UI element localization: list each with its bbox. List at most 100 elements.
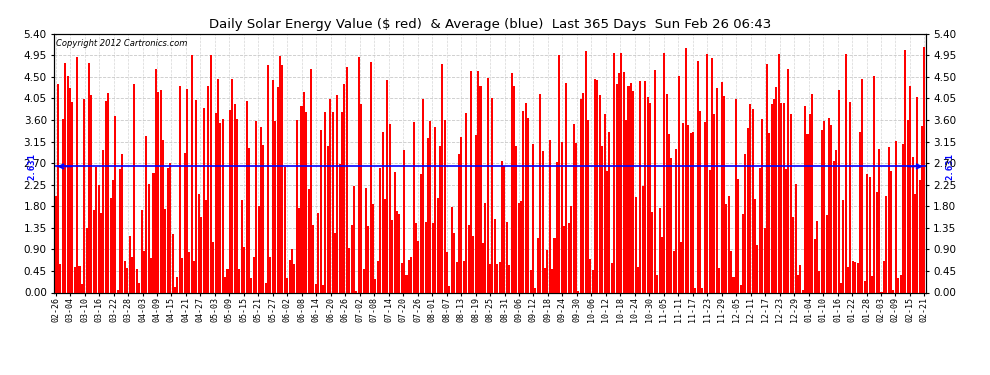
Bar	[78, 266, 80, 292]
Bar	[917, 98, 919, 292]
Bar	[909, 86, 911, 292]
Bar	[327, 146, 329, 292]
Bar	[114, 116, 117, 292]
Bar	[381, 132, 384, 292]
Bar	[687, 125, 689, 292]
Bar	[637, 267, 640, 292]
Bar	[854, 262, 856, 292]
Bar	[293, 264, 295, 292]
Text: 2.631: 2.631	[945, 153, 955, 180]
Bar	[227, 268, 229, 292]
Bar	[924, 47, 926, 292]
Bar	[179, 86, 181, 292]
Bar	[296, 120, 298, 292]
Bar	[83, 99, 85, 292]
Bar	[721, 82, 723, 292]
Bar	[81, 285, 83, 292]
Bar	[726, 204, 728, 292]
Bar	[339, 164, 341, 292]
Bar	[572, 124, 574, 292]
Bar	[558, 55, 560, 292]
Bar	[642, 186, 644, 292]
Bar	[685, 48, 687, 292]
Bar	[119, 169, 121, 292]
Bar	[246, 101, 248, 292]
Bar	[856, 264, 858, 292]
Bar	[462, 261, 465, 292]
Bar	[95, 167, 97, 292]
Bar	[241, 200, 243, 292]
Bar	[320, 130, 322, 292]
Bar	[88, 63, 90, 292]
Bar	[234, 104, 236, 292]
Bar	[164, 209, 166, 292]
Bar	[484, 203, 486, 292]
Bar	[508, 265, 510, 292]
Bar	[131, 257, 133, 292]
Bar	[851, 261, 853, 292]
Bar	[107, 93, 109, 292]
Bar	[346, 67, 347, 292]
Bar	[680, 242, 682, 292]
Bar	[658, 208, 660, 292]
Bar	[633, 91, 635, 292]
Bar	[171, 234, 173, 292]
Bar	[770, 104, 773, 292]
Bar	[73, 267, 76, 292]
Bar	[754, 199, 756, 292]
Bar	[890, 171, 892, 292]
Bar	[656, 275, 658, 292]
Bar	[842, 200, 844, 292]
Bar	[876, 192, 878, 292]
Bar	[71, 102, 73, 292]
Bar	[565, 83, 567, 292]
Bar	[150, 258, 152, 292]
Bar	[159, 90, 161, 292]
Bar	[317, 213, 319, 292]
Bar	[740, 285, 742, 292]
Bar	[809, 114, 811, 292]
Bar	[523, 111, 525, 292]
Bar	[444, 120, 446, 292]
Bar	[849, 102, 851, 292]
Bar	[494, 219, 496, 292]
Bar	[811, 94, 814, 292]
Bar	[139, 282, 141, 292]
Bar	[907, 120, 909, 292]
Bar	[775, 87, 777, 292]
Bar	[766, 64, 768, 292]
Bar	[344, 84, 346, 292]
Bar	[239, 269, 241, 292]
Bar	[742, 214, 744, 292]
Bar	[348, 248, 350, 292]
Bar	[255, 121, 257, 292]
Bar	[244, 247, 246, 292]
Bar	[272, 80, 274, 292]
Bar	[379, 168, 381, 292]
Bar	[274, 121, 276, 292]
Bar	[601, 146, 603, 292]
Bar	[589, 259, 591, 292]
Bar	[836, 150, 838, 292]
Bar	[176, 277, 178, 292]
Bar	[450, 207, 452, 292]
Bar	[730, 251, 733, 292]
Bar	[577, 291, 579, 292]
Bar	[594, 80, 596, 292]
Bar	[224, 277, 226, 292]
Bar	[195, 100, 197, 292]
Bar	[733, 277, 735, 292]
Bar	[570, 206, 572, 292]
Bar	[544, 268, 545, 292]
Bar	[124, 261, 126, 292]
Bar	[520, 201, 522, 292]
Bar	[780, 103, 782, 292]
Bar	[621, 53, 623, 292]
Bar	[166, 168, 169, 292]
Bar	[389, 124, 391, 292]
Bar	[489, 264, 491, 292]
Bar	[824, 121, 826, 292]
Bar	[308, 189, 310, 292]
Bar	[54, 196, 56, 292]
Bar	[532, 144, 534, 292]
